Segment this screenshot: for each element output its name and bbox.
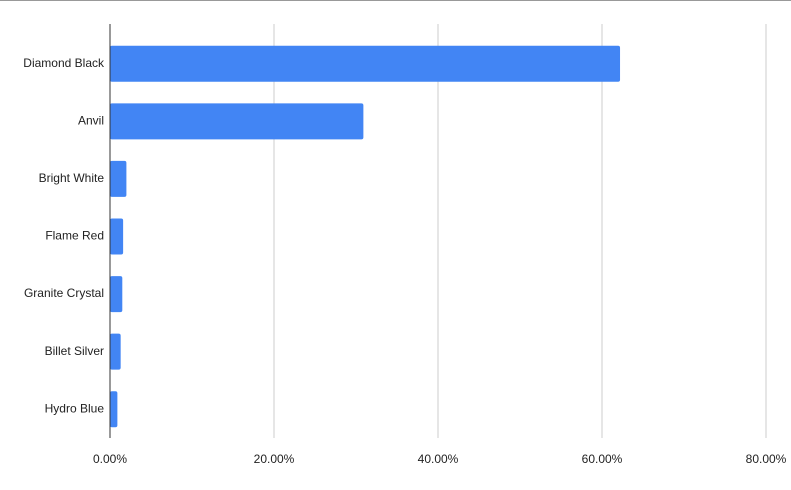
bar — [110, 45, 621, 82]
bar — [110, 160, 127, 197]
y-tick-label: Flame Red — [45, 229, 104, 243]
x-tick-label: 60.00% — [582, 452, 623, 466]
bar — [110, 103, 364, 140]
y-tick-label: Anvil — [78, 114, 104, 128]
bar — [110, 333, 121, 370]
x-tick-label: 80.00% — [746, 452, 787, 466]
y-tick-label: Granite Crystal — [24, 286, 104, 300]
y-tick-label: Bright White — [39, 171, 105, 185]
y-tick-label: Billet Silver — [45, 344, 104, 358]
bar — [110, 276, 123, 313]
x-tick-label: 20.00% — [254, 452, 295, 466]
x-tick-label: 40.00% — [418, 452, 459, 466]
y-tick-label: Hydro Blue — [45, 401, 105, 415]
x-tick-label: 0.00% — [93, 452, 127, 466]
bar — [110, 391, 118, 428]
bar — [110, 218, 124, 255]
y-tick-label: Diamond Black — [23, 56, 105, 70]
